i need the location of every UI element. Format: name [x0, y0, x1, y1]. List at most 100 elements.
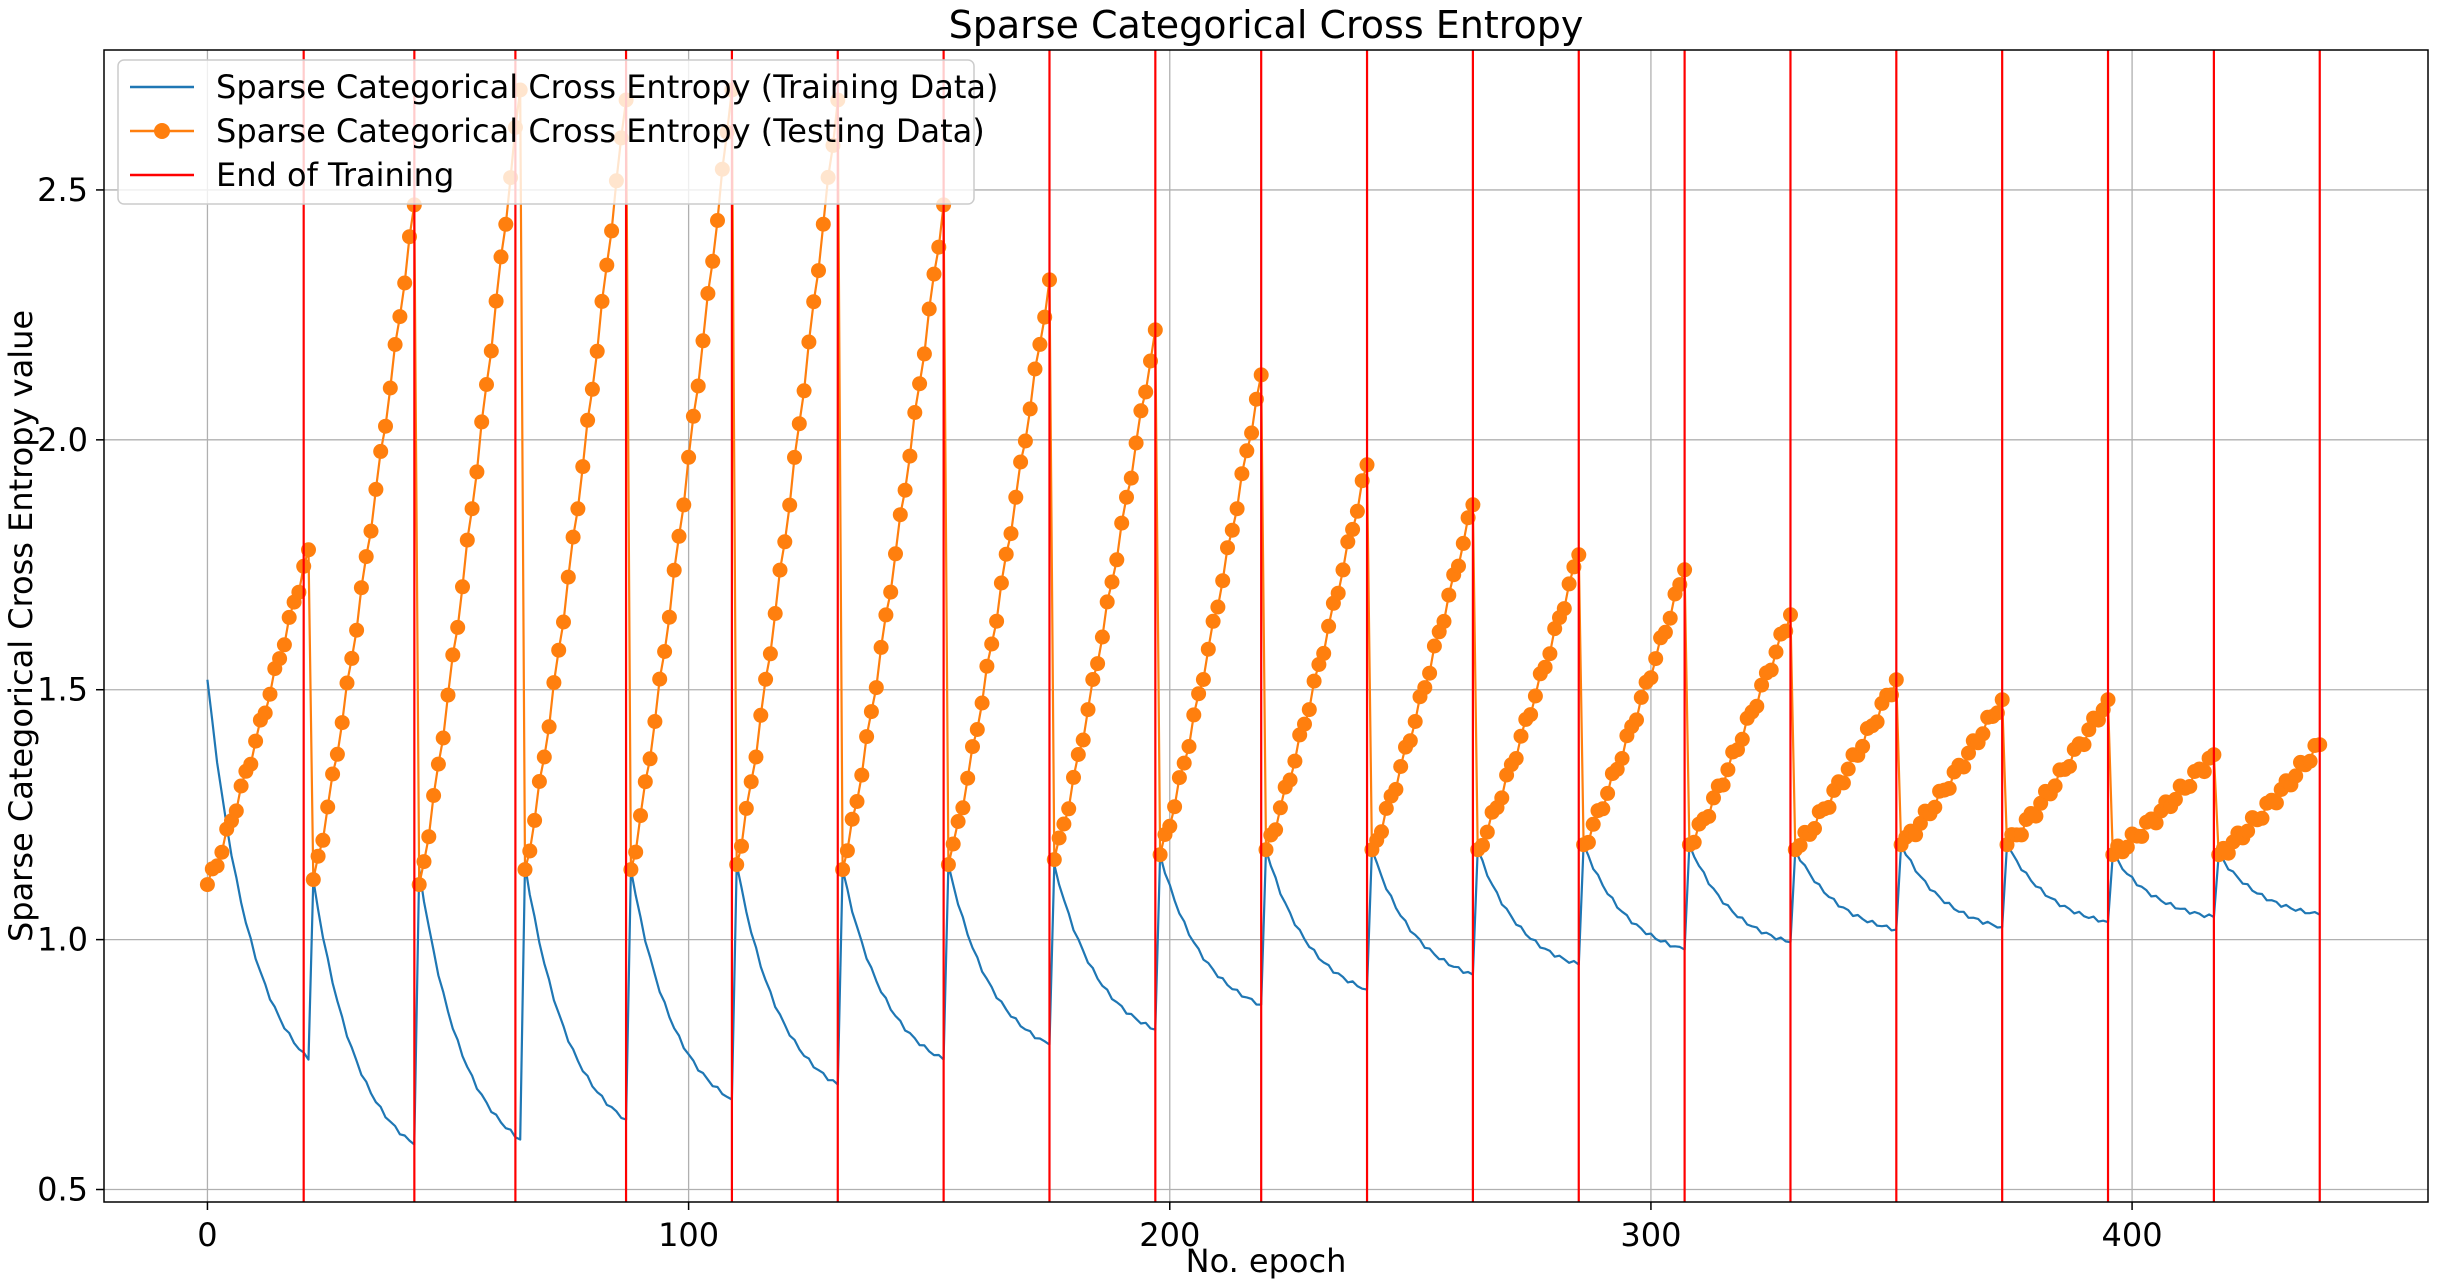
testing-point	[1715, 777, 1731, 793]
testing-point	[844, 811, 860, 827]
testing-point	[349, 622, 365, 638]
testing-point	[599, 257, 615, 273]
testing-point	[1099, 594, 1115, 610]
legend: Sparse Categorical Cross Entropy (Traini…	[117, 59, 999, 205]
testing-point	[2013, 827, 2029, 843]
testing-point	[1840, 761, 1856, 777]
testing-point	[738, 800, 754, 816]
testing-point	[989, 613, 1005, 629]
testing-point	[411, 877, 427, 893]
testing-point	[1128, 435, 1144, 451]
testing-point	[1614, 751, 1630, 766]
testing-point	[2062, 759, 2077, 774]
testing-point	[248, 733, 264, 749]
testing-point	[748, 749, 764, 765]
legend-box	[117, 59, 975, 205]
testing-point	[955, 800, 971, 816]
testing-point	[1114, 515, 1130, 531]
testing-point	[666, 562, 682, 578]
testing-point	[488, 293, 504, 309]
testing-point	[1195, 672, 1211, 687]
testing-point	[387, 337, 403, 352]
end-of-training-lines	[302, 50, 2321, 1202]
testing-point	[358, 549, 374, 565]
testing-point	[1109, 552, 1125, 568]
testing-point	[445, 647, 461, 663]
x-tick-label: 400	[2102, 1216, 2163, 1254]
testing-point	[926, 266, 942, 282]
testing-point	[2047, 778, 2063, 794]
testing-point	[1244, 425, 1260, 441]
testing-point	[1027, 361, 1043, 377]
testing-point	[710, 213, 725, 228]
testing-point	[1768, 644, 1784, 660]
testing-point	[320, 799, 336, 815]
testing-point	[796, 383, 812, 399]
testing-point	[1205, 613, 1221, 629]
legend-label: Sparse Categorical Cross Entropy (Traini…	[216, 68, 999, 106]
testing-point	[310, 848, 326, 864]
testing-point	[1701, 809, 1717, 824]
testing-point	[1229, 501, 1245, 517]
testing-point	[1215, 573, 1231, 589]
testing-point	[1686, 834, 1702, 850]
testing-point	[1181, 739, 1197, 754]
testing-point	[1186, 707, 1202, 723]
testing-point	[1210, 599, 1226, 615]
testing-point	[1643, 670, 1659, 686]
testing-point	[584, 381, 600, 397]
testing-point	[1513, 728, 1529, 744]
testing-point	[228, 803, 244, 819]
testing-point	[1133, 403, 1149, 419]
testing-point	[243, 756, 259, 772]
testing-point	[440, 687, 456, 703]
testing-point	[565, 529, 581, 545]
testing-point	[777, 534, 793, 550]
testing-point	[681, 449, 697, 465]
testing-point	[450, 619, 466, 635]
testing-point	[998, 546, 1014, 562]
testing-point	[1720, 762, 1736, 778]
y-tick-label: 1.0	[37, 921, 88, 959]
testing-point	[1537, 659, 1553, 675]
y-axis-label: Sparse Categorical Cross Entropy value	[2, 310, 40, 942]
testing-point	[902, 448, 918, 464]
testing-point	[281, 609, 297, 625]
testing-point	[257, 705, 273, 721]
testing-point	[464, 501, 480, 517]
testing-point	[459, 532, 475, 548]
testing-point	[209, 858, 225, 874]
testing-point	[758, 671, 774, 687]
testing-point	[1556, 601, 1572, 617]
testing-point	[493, 249, 509, 265]
testing-point	[344, 650, 360, 666]
testing-point	[1523, 707, 1539, 723]
testing-point	[1527, 688, 1543, 704]
testing-point	[1393, 759, 1409, 774]
testing-point	[522, 843, 538, 859]
testing-point	[1441, 587, 1457, 603]
y-tick-label: 1.5	[37, 671, 88, 709]
testing-point	[2028, 808, 2044, 824]
testing-point	[1508, 751, 1524, 766]
testing-point	[965, 739, 980, 755]
testing-point	[878, 607, 894, 623]
testing-point	[945, 836, 961, 852]
testing-point	[551, 642, 567, 658]
testing-point	[1600, 785, 1616, 801]
testing-point	[2220, 845, 2236, 861]
testing-point	[1629, 712, 1644, 728]
testing-point	[305, 872, 321, 888]
testing-point	[1451, 558, 1466, 574]
testing-point	[801, 334, 817, 350]
testing-point	[527, 812, 543, 828]
testing-point	[1426, 638, 1442, 654]
testing-point	[594, 293, 610, 309]
testing-point	[2148, 815, 2164, 831]
testing-point	[892, 507, 908, 523]
testing-point	[734, 838, 749, 854]
testing-point	[426, 788, 442, 803]
testing-point	[382, 380, 398, 396]
